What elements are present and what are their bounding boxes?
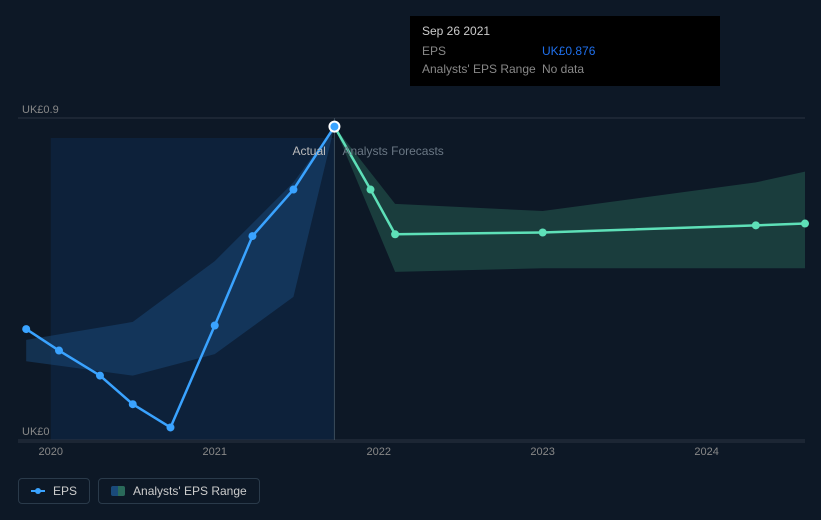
eps-chart: UK£0 UK£0.9 2020 2021 2022 2023 2024 Actual An… [0,0,821,520]
tooltip-label: EPS [422,44,542,58]
legend-label: EPS [53,484,77,498]
legend-item[interactable]: Analysts' EPS Range [98,478,260,504]
tooltip-value: No data [542,62,584,76]
tooltip-date: Sep 26 2021 [422,24,708,38]
x-axis-label: 2024 [694,446,718,458]
tooltip-row: EPSUK£0.876 [422,42,708,60]
x-axis-label: 2022 [366,446,390,458]
x-axis-label: 2020 [39,446,63,458]
tooltip-label: Analysts' EPS Range [422,62,542,76]
x-axis-label: 2021 [203,446,227,458]
chart-tooltip: Sep 26 2021 EPSUK£0.876Analysts' EPS Ran… [410,16,720,86]
tooltip-row: Analysts' EPS RangeNo data [422,60,708,78]
tooltip-value: UK£0.876 [542,44,595,58]
legend-swatch-icon [31,490,45,492]
y-axis-label: UK£0 [22,426,50,438]
y-axis-label: UK£0.9 [22,104,59,116]
x-axis-label: 2023 [530,446,554,458]
legend-label: Analysts' EPS Range [133,484,247,498]
forecast-region-label: Analysts Forecasts [342,144,443,158]
legend-item[interactable]: EPS [18,478,90,504]
chart-legend: EPS Analysts' EPS Range [18,478,260,504]
actual-region-label: Actual [292,144,325,158]
legend-swatch-icon [111,486,125,496]
